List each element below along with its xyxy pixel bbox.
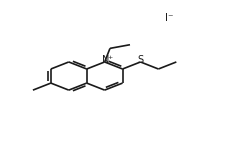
Text: +: +: [107, 56, 112, 60]
Text: N: N: [102, 55, 109, 65]
Text: I⁻: I⁻: [164, 13, 173, 23]
Text: S: S: [137, 55, 144, 65]
